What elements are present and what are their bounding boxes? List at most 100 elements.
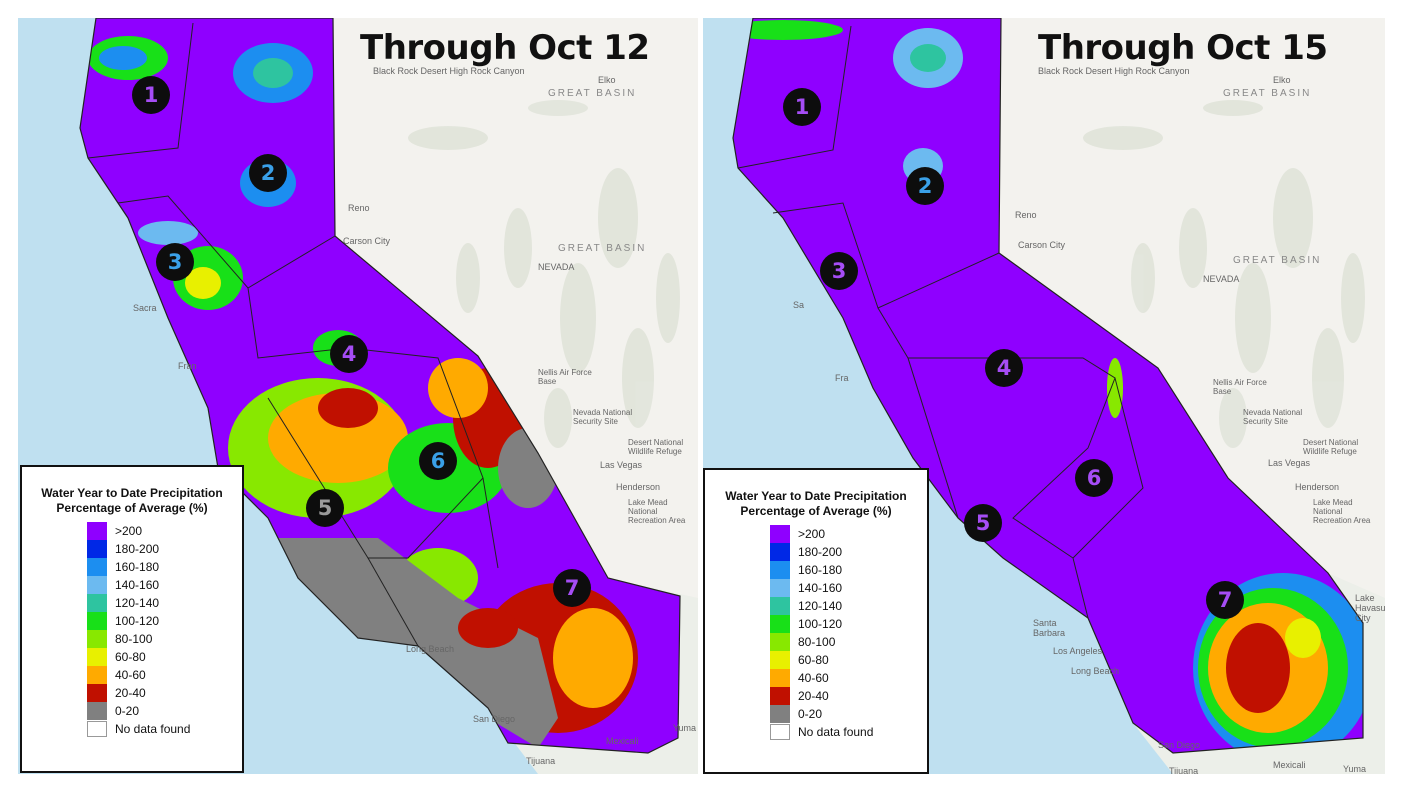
legend-label: 80-100 xyxy=(798,635,836,649)
legend-swatch xyxy=(87,540,107,558)
legend-label: 0-20 xyxy=(798,707,823,721)
legend-label: 100-120 xyxy=(798,617,843,631)
legend-label: 160-180 xyxy=(115,560,160,574)
place-label: Elko xyxy=(1273,75,1291,85)
legend-label: 100-120 xyxy=(115,614,160,628)
place-label: Los Angeles xyxy=(1053,646,1103,656)
place-label: Desert National Wildlife Refuge xyxy=(1303,438,1359,456)
legend-item: >200 xyxy=(87,522,242,540)
place-label: Mexicali xyxy=(606,736,639,746)
legend-item: 160-180 xyxy=(87,558,242,576)
legend-swatch xyxy=(87,612,107,630)
place-label: Nevada National Security Site xyxy=(1243,408,1303,426)
legend-swatch xyxy=(770,633,790,651)
legend-title: Water Year to Date Precipitation Percent… xyxy=(22,486,242,516)
legend-item: 180-200 xyxy=(87,540,242,558)
place-label: Sa xyxy=(793,300,805,310)
legend-label: >200 xyxy=(115,524,143,538)
legend-swatch xyxy=(770,705,790,723)
region-marker-3: 3 xyxy=(156,243,194,281)
legend-swatch xyxy=(87,721,107,737)
place-label: NEVADA xyxy=(538,262,575,272)
legend-item: 0-20 xyxy=(770,705,927,723)
place-label: Nevada National Security Site xyxy=(573,408,633,426)
region-marker-5: 5 xyxy=(964,504,1002,542)
legend-item: 180-200 xyxy=(770,543,927,561)
legend-swatch xyxy=(770,669,790,687)
legend-item: 0-20 xyxy=(87,702,242,720)
map-panel-oct12: Black Rock Desert High Rock Canyon GREAT… xyxy=(18,18,698,774)
legend-label: 180-200 xyxy=(798,545,843,559)
legend-swatch xyxy=(770,525,790,543)
legend-item: 120-140 xyxy=(87,594,242,612)
legend-swatch xyxy=(87,684,107,702)
legend-label: 120-140 xyxy=(798,599,843,613)
legend-label: 80-100 xyxy=(115,632,153,646)
legend-label: 120-140 xyxy=(115,596,160,610)
legend-swatch xyxy=(770,615,790,633)
legend-label: 40-60 xyxy=(115,668,146,682)
legend-item: 120-140 xyxy=(770,597,927,615)
place-label: Tijuana xyxy=(526,756,556,766)
place-label: Tijuana xyxy=(1169,766,1199,774)
place-label: Black Rock Desert High Rock Canyon xyxy=(1038,66,1190,76)
legend-item: 40-60 xyxy=(770,669,927,687)
place-label: Henderson xyxy=(616,482,661,492)
place-label: Sacra xyxy=(133,303,157,313)
legend-item: 160-180 xyxy=(770,561,927,579)
legend-label: No data found xyxy=(115,722,191,736)
legend-swatch xyxy=(770,579,790,597)
legend-swatch xyxy=(87,702,107,720)
place-label: Santa Barbara xyxy=(1033,618,1066,638)
legend-item: 100-120 xyxy=(87,612,242,630)
place-label: Lake Havasu City xyxy=(1355,593,1385,623)
legend-item: 20-40 xyxy=(770,687,927,705)
legend-label: 140-160 xyxy=(798,581,843,595)
legend-swatch xyxy=(87,648,107,666)
legend-title-line1: Water Year to Date Precipitation xyxy=(725,489,907,503)
place-label: Long Beach xyxy=(1071,666,1120,676)
legend-item: 140-160 xyxy=(770,579,927,597)
legend-swatch xyxy=(87,522,107,540)
legend-swatch xyxy=(770,724,790,740)
place-label: Fran xyxy=(178,361,197,371)
legend-title: Water Year to Date Precipitation Percent… xyxy=(705,489,927,519)
legend-label: 160-180 xyxy=(798,563,843,577)
place-label: Reno xyxy=(1015,210,1037,220)
region-marker-4: 4 xyxy=(330,335,368,373)
place-label: Carson City xyxy=(343,236,391,246)
place-label: Las Vegas xyxy=(1268,458,1311,468)
legend-items: >200 180-200 160-180 140-160 120-140 100-120 8… xyxy=(770,525,927,741)
place-label: GREAT BASIN xyxy=(548,88,637,99)
region-marker-3: 3 xyxy=(820,252,858,290)
region-marker-4: 4 xyxy=(985,349,1023,387)
legend-item: 80-100 xyxy=(87,630,242,648)
place-label: Henderson xyxy=(1295,482,1340,492)
legend-swatch xyxy=(87,666,107,684)
legend-label: 0-20 xyxy=(115,704,140,718)
legend-swatch xyxy=(770,687,790,705)
region-marker-6: 6 xyxy=(419,442,457,480)
place-label: Yuma xyxy=(1343,764,1367,774)
region-marker-1: 1 xyxy=(783,88,821,126)
place-label: San Diego xyxy=(1158,740,1201,750)
legend: Water Year to Date Precipitation Percent… xyxy=(20,465,244,773)
place-label: Elko xyxy=(598,75,616,85)
place-label: Nellis Air Force Base xyxy=(538,368,592,386)
region-marker-7: 7 xyxy=(553,569,591,607)
region-marker-5: 5 xyxy=(306,489,344,527)
legend-item: 80-100 xyxy=(770,633,927,651)
legend-item: No data found xyxy=(770,723,927,741)
legend-swatch xyxy=(87,558,107,576)
region-marker-6: 6 xyxy=(1075,459,1113,497)
legend-item: 20-40 xyxy=(87,684,242,702)
map-panel-oct15: Black Rock Desert High Rock Canyon GREAT… xyxy=(703,18,1385,774)
region-marker-2: 2 xyxy=(249,154,287,192)
panel-title: Through Oct 12 xyxy=(360,28,650,68)
place-label: Black Rock Desert High Rock Canyon xyxy=(373,66,525,76)
legend-item: 140-160 xyxy=(87,576,242,594)
place-label: GREAT BASIN xyxy=(558,243,647,254)
place-label: Mexicali xyxy=(1273,760,1306,770)
legend-label: No data found xyxy=(798,725,874,739)
place-label: GREAT BASIN xyxy=(1223,88,1312,99)
